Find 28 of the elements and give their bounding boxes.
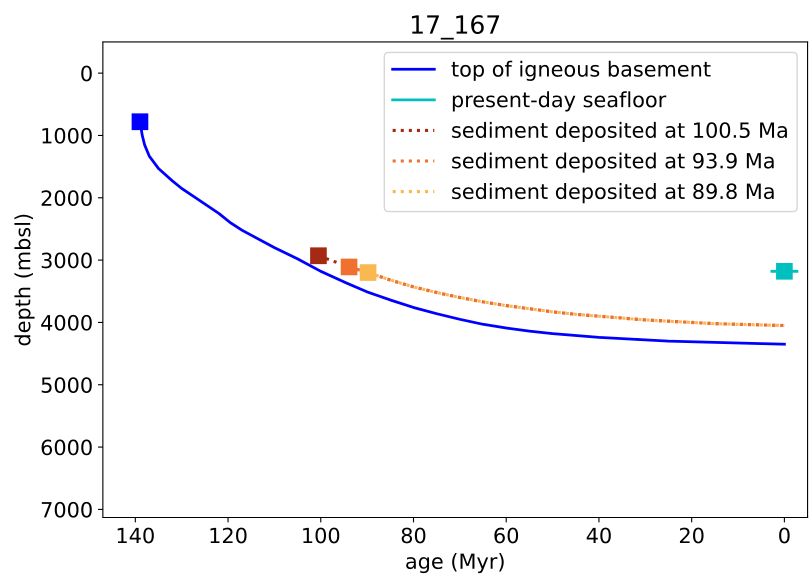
y-tick-label: 5000 [42,377,92,393]
y-tick-label: 6000 [42,440,92,456]
point [310,247,327,264]
point [132,113,148,130]
x-tick-label: 40 [586,528,611,544]
y-tick-label: 7000 [42,502,92,518]
y-tick-label: 1000 [42,128,92,144]
x-axis-title: age (Myr) [406,552,504,574]
point [360,264,376,281]
x-tick-label: 60 [494,528,518,544]
y-tick-label: 4000 [41,314,92,331]
x-tick-label: 140 [118,528,154,544]
point [340,258,358,276]
chart-title: 17_167 [412,15,500,40]
y-tick-label: 0 [81,66,92,82]
y-tick-label: 2000 [42,190,92,206]
legend-label: sediment deposited at 89.8 Ma [452,183,774,204]
x-tick-label: 20 [680,528,704,544]
legend-label: sediment deposited at 100.5 Ma [452,122,787,142]
x-tick-label: 100 [303,528,340,544]
legend-label: present-day seafloor [452,91,666,112]
y-tick-label: 3000 [42,252,92,268]
x-tick-label: 80 [402,528,426,544]
x-tick-label: 0 [779,528,790,544]
legend-label: top of igneous basement [452,60,711,81]
y-axis-title: depth (mbsl) [14,214,35,346]
x-tick-label: 120 [210,528,247,544]
legend-label: sediment deposited at 93.9 Ma [452,152,774,173]
